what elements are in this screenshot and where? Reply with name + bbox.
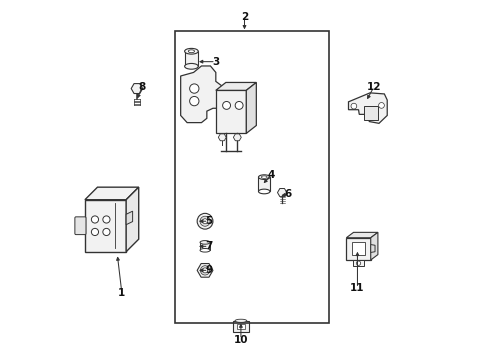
- Ellipse shape: [235, 319, 246, 322]
- Circle shape: [200, 216, 210, 226]
- Polygon shape: [85, 187, 139, 200]
- Circle shape: [378, 103, 384, 108]
- Text: 5: 5: [204, 216, 212, 226]
- Bar: [174, 31, 328, 323]
- Bar: [258, 177, 269, 192]
- Ellipse shape: [184, 63, 198, 69]
- Bar: [352, 260, 363, 266]
- Text: 2: 2: [241, 12, 247, 22]
- Ellipse shape: [258, 189, 269, 194]
- Polygon shape: [215, 82, 256, 90]
- Circle shape: [91, 228, 99, 235]
- Bar: [233, 321, 248, 332]
- Text: 3: 3: [212, 57, 219, 67]
- Bar: [237, 324, 244, 329]
- Circle shape: [202, 219, 207, 224]
- Text: 6: 6: [284, 189, 290, 199]
- Polygon shape: [126, 211, 132, 225]
- Polygon shape: [370, 232, 377, 260]
- Text: 11: 11: [349, 283, 364, 293]
- Ellipse shape: [200, 248, 210, 252]
- Bar: [85, 200, 126, 252]
- Circle shape: [202, 268, 207, 273]
- Circle shape: [91, 216, 99, 223]
- Bar: [346, 238, 370, 260]
- Circle shape: [350, 103, 356, 109]
- Polygon shape: [126, 187, 139, 252]
- Circle shape: [102, 216, 110, 223]
- Bar: [351, 242, 364, 255]
- Circle shape: [356, 261, 360, 265]
- Text: 4: 4: [267, 170, 275, 180]
- Text: 12: 12: [366, 82, 380, 93]
- Polygon shape: [246, 82, 256, 134]
- Ellipse shape: [200, 240, 210, 244]
- Text: 7: 7: [204, 241, 212, 251]
- Bar: [184, 51, 198, 66]
- Circle shape: [197, 213, 212, 229]
- Polygon shape: [346, 232, 377, 238]
- Circle shape: [200, 266, 209, 275]
- Ellipse shape: [188, 50, 194, 53]
- Polygon shape: [180, 66, 223, 123]
- Ellipse shape: [184, 48, 198, 54]
- Circle shape: [189, 96, 199, 106]
- FancyBboxPatch shape: [75, 217, 86, 235]
- Text: 9: 9: [204, 265, 212, 275]
- Bar: [200, 242, 210, 250]
- Circle shape: [222, 102, 230, 109]
- Polygon shape: [370, 244, 374, 252]
- Text: 8: 8: [139, 82, 145, 92]
- Circle shape: [102, 228, 110, 235]
- Bar: [363, 106, 377, 120]
- Circle shape: [189, 84, 199, 93]
- Bar: [215, 90, 246, 134]
- Ellipse shape: [261, 176, 266, 179]
- Ellipse shape: [258, 175, 269, 180]
- Text: 1: 1: [118, 288, 125, 298]
- Text: 10: 10: [233, 334, 247, 345]
- Circle shape: [235, 102, 243, 109]
- Polygon shape: [348, 93, 386, 123]
